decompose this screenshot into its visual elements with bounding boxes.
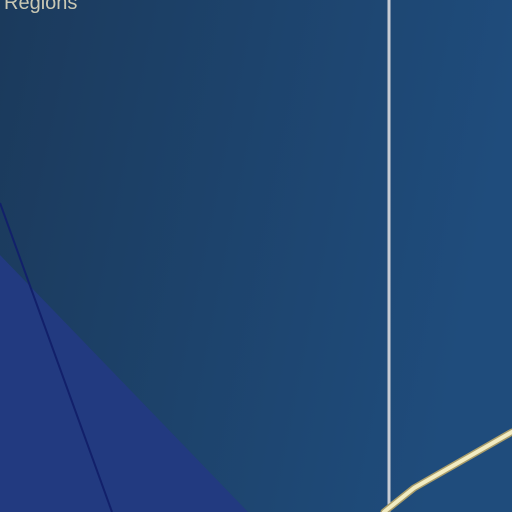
region-boundary-line bbox=[0, 202, 113, 512]
region-area[interactable] bbox=[0, 255, 248, 512]
road-line[interactable] bbox=[382, 430, 512, 512]
region-layer-label: l Regions bbox=[0, 0, 78, 14]
